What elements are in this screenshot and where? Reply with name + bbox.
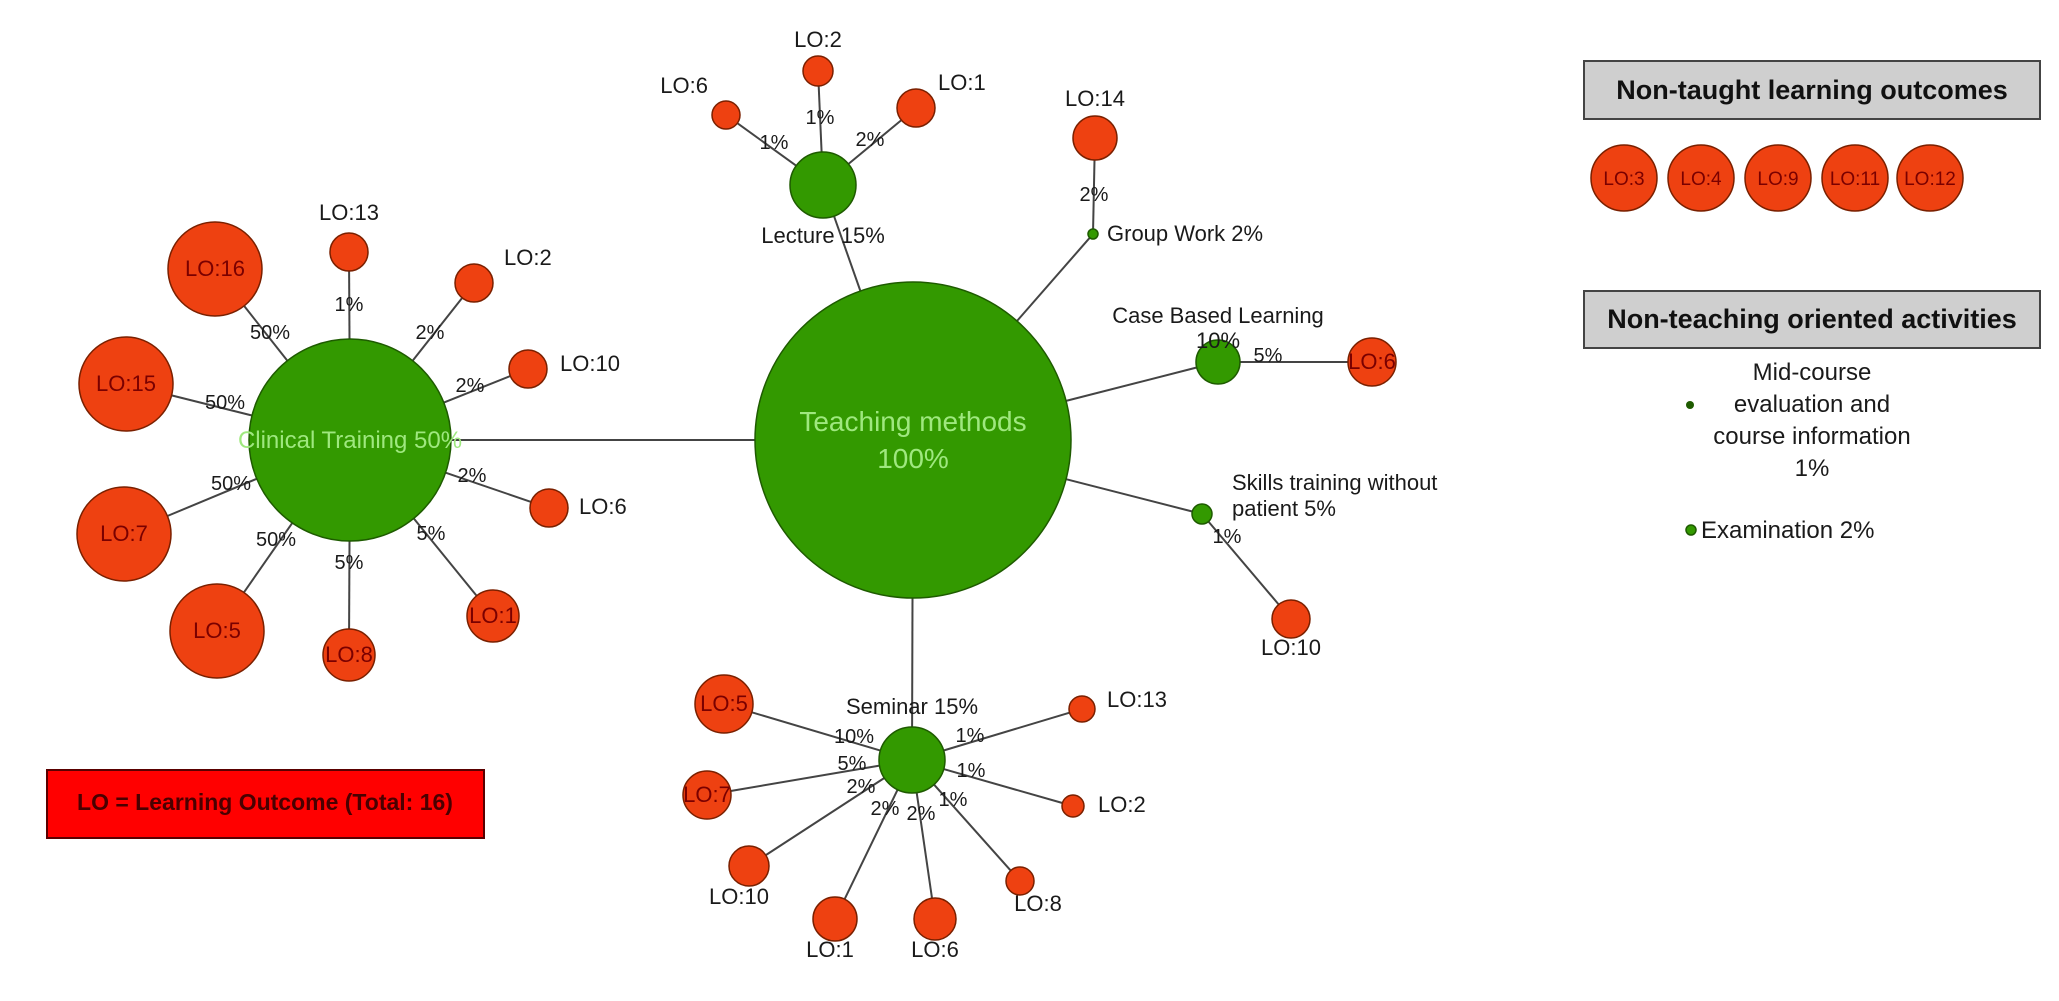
svg-text:Lecture 15%: Lecture 15% bbox=[761, 223, 885, 248]
svg-text:LO:10: LO:10 bbox=[1261, 635, 1321, 660]
svg-text:5%: 5% bbox=[335, 552, 364, 574]
svg-text:5%: 5% bbox=[417, 523, 446, 545]
svg-text:Non-taught learning outcomes: Non-taught learning outcomes bbox=[1616, 75, 2008, 105]
svg-text:LO = Learning Outcome (Total:: LO = Learning Outcome (Total: 16) bbox=[77, 789, 453, 815]
svg-text:evaluation and: evaluation and bbox=[1734, 391, 1890, 418]
svg-text:Mid-course: Mid-course bbox=[1753, 359, 1872, 386]
svg-text:LO:8: LO:8 bbox=[325, 642, 373, 667]
svg-text:50%: 50% bbox=[256, 529, 296, 551]
svg-text:LO:3: LO:3 bbox=[1603, 169, 1644, 190]
svg-text:2%: 2% bbox=[456, 375, 485, 397]
svg-text:patient 5%: patient 5% bbox=[1232, 496, 1336, 521]
svg-text:LO:7: LO:7 bbox=[100, 521, 148, 546]
svg-text:5%: 5% bbox=[1254, 345, 1283, 367]
svg-text:LO:8: LO:8 bbox=[1014, 891, 1062, 916]
svg-text:LO:11: LO:11 bbox=[1830, 169, 1880, 190]
svg-text:LO:2: LO:2 bbox=[504, 245, 552, 270]
svg-text:LO:7: LO:7 bbox=[683, 782, 731, 807]
svg-text:2%: 2% bbox=[871, 798, 900, 820]
svg-text:1%: 1% bbox=[956, 725, 985, 747]
svg-text:LO:6: LO:6 bbox=[1348, 349, 1396, 374]
svg-text:100%: 100% bbox=[877, 443, 949, 474]
svg-text:1%: 1% bbox=[806, 107, 835, 129]
svg-text:LO:5: LO:5 bbox=[700, 691, 748, 716]
svg-text:LO:13: LO:13 bbox=[319, 200, 379, 225]
svg-text:Clinical Training 50%: Clinical Training 50% bbox=[238, 427, 462, 454]
svg-text:Skills training without: Skills training without bbox=[1232, 470, 1437, 495]
svg-text:LO:6: LO:6 bbox=[911, 937, 959, 962]
svg-text:2%: 2% bbox=[847, 776, 876, 798]
svg-text:50%: 50% bbox=[250, 322, 290, 344]
svg-text:LO:1: LO:1 bbox=[806, 937, 854, 962]
svg-text:2%: 2% bbox=[907, 803, 936, 825]
svg-text:LO:10: LO:10 bbox=[709, 884, 769, 909]
svg-text:course information: course information bbox=[1713, 423, 1910, 450]
svg-text:LO:5: LO:5 bbox=[193, 618, 241, 643]
svg-text:10%: 10% bbox=[834, 726, 874, 748]
svg-text:LO:2: LO:2 bbox=[794, 27, 842, 52]
svg-text:LO:1: LO:1 bbox=[938, 70, 986, 95]
svg-text:LO:12: LO:12 bbox=[1904, 169, 1956, 190]
svg-text:1%: 1% bbox=[335, 294, 364, 316]
svg-text:50%: 50% bbox=[211, 473, 251, 495]
svg-text:Group Work 2%: Group Work 2% bbox=[1107, 221, 1263, 246]
svg-text:LO:15: LO:15 bbox=[96, 371, 156, 396]
svg-text:Non-teaching oriented activiti: Non-teaching oriented activities bbox=[1607, 304, 2017, 334]
svg-text:2%: 2% bbox=[1080, 184, 1109, 206]
svg-text:1%: 1% bbox=[939, 789, 968, 811]
svg-text:Case Based Learning: Case Based Learning bbox=[1112, 303, 1324, 328]
svg-text:Examination 2%: Examination 2% bbox=[1701, 517, 1874, 544]
svg-text:LO:10: LO:10 bbox=[560, 351, 620, 376]
svg-text:1%: 1% bbox=[1795, 455, 1830, 482]
svg-text:LO:4: LO:4 bbox=[1680, 169, 1722, 190]
svg-text:LO:13: LO:13 bbox=[1107, 687, 1167, 712]
svg-text:Teaching methods: Teaching methods bbox=[799, 406, 1026, 437]
svg-text:LO:9: LO:9 bbox=[1757, 169, 1798, 190]
svg-text:1%: 1% bbox=[760, 132, 789, 154]
svg-text:5%: 5% bbox=[838, 753, 867, 775]
svg-text:50%: 50% bbox=[205, 392, 245, 414]
svg-text:LO:6: LO:6 bbox=[660, 73, 708, 98]
svg-text:Seminar 15%: Seminar 15% bbox=[846, 694, 978, 719]
svg-text:2%: 2% bbox=[416, 322, 445, 344]
svg-text:2%: 2% bbox=[458, 465, 487, 487]
svg-text:1%: 1% bbox=[1213, 526, 1242, 548]
svg-text:LO:1: LO:1 bbox=[469, 603, 517, 628]
svg-text:2%: 2% bbox=[856, 129, 885, 151]
svg-text:1%: 1% bbox=[957, 760, 986, 782]
svg-text:LO:16: LO:16 bbox=[185, 256, 245, 281]
svg-text:10%: 10% bbox=[1196, 328, 1240, 353]
svg-text:LO:6: LO:6 bbox=[579, 494, 627, 519]
svg-text:LO:14: LO:14 bbox=[1065, 86, 1125, 111]
svg-text:LO:2: LO:2 bbox=[1098, 792, 1146, 817]
